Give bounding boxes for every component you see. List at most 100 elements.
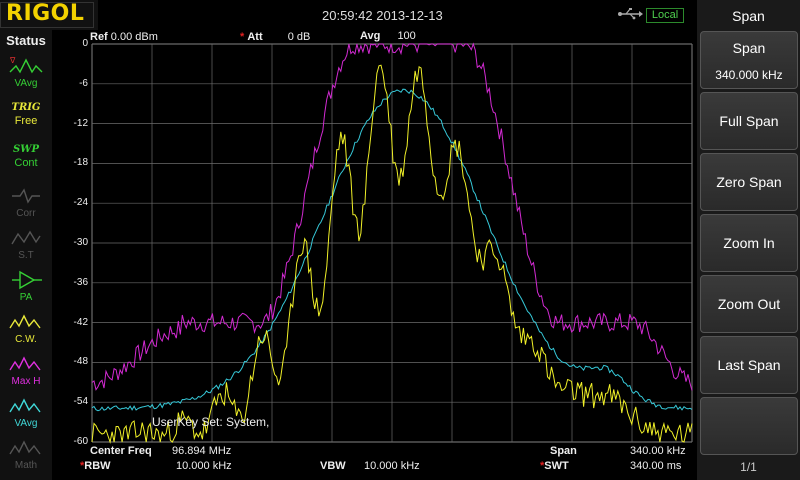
- rbw-flag-icon: *: [80, 460, 85, 472]
- zoom-in-button[interactable]: Zoom In: [700, 214, 798, 272]
- date-time: 20:59:42 2013-12-13: [322, 8, 443, 23]
- status-trig-title: TRIG: [11, 102, 41, 113]
- span-title: Span: [550, 445, 577, 457]
- center-freq-title: Center Freq: [90, 445, 152, 457]
- status-maxh-label: Max H: [11, 376, 41, 387]
- attenuation[interactable]: * Att 0 dB: [240, 31, 310, 43]
- math-icon: [9, 440, 41, 455]
- status-pa-label: PA: [19, 292, 33, 303]
- full-span-button[interactable]: Full Span: [700, 92, 798, 150]
- avg-value: 100: [397, 30, 416, 42]
- brand-logo: RIGOL: [0, 0, 98, 30]
- spectrum-display[interactable]: Ref 0.00 dBm * Att 0 dB Avg 100 0 -6 -12 -1…: [52, 30, 697, 480]
- y-tick-label: -24: [73, 197, 88, 209]
- avg-label: Avg: [360, 30, 381, 42]
- span-label[interactable]: Span: [550, 445, 577, 457]
- status-swp: SWP Cont: [4, 142, 48, 182]
- zero-span-button[interactable]: Zero Span: [700, 153, 798, 211]
- span-button[interactable]: Span 340.000 kHz: [700, 31, 798, 89]
- trace-max-hold: [91, 42, 693, 391]
- max-hold-icon: [9, 356, 41, 371]
- swt-value: 340.00 ms: [630, 460, 682, 472]
- status-swp-title: SWP: [13, 144, 39, 155]
- status-vavg2-label: VAvg: [14, 418, 38, 429]
- status-math-label: Math: [14, 460, 38, 471]
- vavg-trace-icon: ∇: [9, 56, 43, 74]
- status-corr: Corr: [4, 184, 48, 224]
- local-badge: Local: [646, 8, 684, 23]
- att-label: Att: [247, 31, 263, 43]
- zoom-out-button[interactable]: Zoom Out: [700, 275, 798, 333]
- last-span-button[interactable]: Last Span: [700, 336, 798, 394]
- y-tick-label: -18: [73, 157, 88, 169]
- rbw-title: RBW: [84, 460, 111, 472]
- swt-flag-icon: *: [540, 460, 545, 472]
- status-trig: TRIG Free: [4, 100, 48, 140]
- status-trig-mode: Free: [14, 115, 38, 127]
- status-math: Math: [4, 436, 48, 476]
- center-freq-label[interactable]: Center Freq: [90, 445, 152, 457]
- preamp-icon: [12, 270, 42, 290]
- swt-title: SWT: [544, 460, 569, 472]
- usb-icon: [618, 8, 643, 20]
- softkey-menu: Span Span 340.000 kHz Full Span Zero Spa…: [697, 0, 800, 480]
- y-tick-label: -36: [73, 276, 88, 288]
- brand-name: RIGOL: [6, 1, 85, 26]
- svg-text:∇: ∇: [9, 56, 16, 65]
- menu-page-indicator: 1/1: [740, 460, 757, 474]
- status-pa: PA: [4, 268, 48, 308]
- rbw-label[interactable]: *RBW: [80, 460, 111, 472]
- last-span-label: Last Span: [717, 357, 781, 373]
- status-title: Status: [6, 33, 46, 48]
- vbw-value: 10.000 kHz: [364, 460, 420, 472]
- y-tick-label: -30: [73, 237, 88, 248]
- att-flag-icon: *: [240, 31, 245, 43]
- blank-softkey[interactable]: [700, 397, 798, 455]
- trace-clear-write: [91, 64, 693, 444]
- grid-lines: [91, 43, 693, 443]
- status-corr-label: Corr: [16, 208, 36, 219]
- status-vavg: ∇ VAvg: [4, 54, 48, 94]
- y-tick-label: -54: [73, 396, 88, 408]
- vbw-title: VBW: [320, 460, 346, 472]
- top-status-bar: RIGOL 20:59:42 2013-12-13 Local: [0, 0, 697, 30]
- ref-level[interactable]: Ref 0.00 dBm: [90, 31, 158, 43]
- status-vavg2: VAvg: [4, 394, 48, 434]
- averaging[interactable]: Avg 100: [360, 30, 416, 42]
- menu-title: Span: [732, 8, 765, 24]
- status-swp-mode: Cont: [14, 157, 38, 169]
- corr-icon: [12, 188, 40, 204]
- userkey-status: UserKey Set: System,: [152, 415, 270, 429]
- status-maxh: Max H: [4, 352, 48, 392]
- y-tick-label: -48: [73, 356, 88, 368]
- average-icon: [9, 398, 41, 413]
- full-span-label: Full Span: [719, 113, 779, 129]
- y-tick-label: -60: [73, 436, 88, 447]
- status-st: S.T: [4, 226, 48, 266]
- span-value: 340.00 kHz: [630, 445, 686, 457]
- swt-label[interactable]: *SWT: [540, 460, 569, 472]
- ref-value: 0.00 dBm: [110, 31, 158, 43]
- y-tick-label: -42: [73, 316, 88, 328]
- rbw-value: 10.000 kHz: [176, 460, 232, 472]
- st-icon: [11, 230, 41, 245]
- span-button-value: 340.000 kHz: [715, 68, 783, 82]
- center-freq-value: 96.894 MHz: [172, 445, 232, 457]
- status-cw: C.W.: [4, 310, 48, 350]
- status-panel: Status ∇ VAvg TRIG Free SWP Cont Corr S.…: [0, 30, 52, 480]
- status-cw-label: C.W.: [15, 334, 37, 345]
- vbw-label[interactable]: VBW: [320, 460, 346, 472]
- y-tick-label: -12: [73, 117, 88, 129]
- att-value: 0 dB: [287, 31, 311, 43]
- zero-span-label: Zero Span: [716, 174, 782, 190]
- clear-write-icon: [9, 314, 41, 329]
- status-vavg-label: VAvg: [14, 78, 38, 89]
- span-button-label: Span: [732, 40, 766, 56]
- zoom-in-label: Zoom In: [723, 235, 775, 251]
- ref-label: Ref: [90, 31, 108, 43]
- status-st-label: S.T: [18, 250, 34, 261]
- zoom-out-label: Zoom Out: [717, 296, 781, 312]
- y-tick-label: -6: [79, 77, 88, 89]
- brand-logo-frame: [0, 2, 94, 28]
- spectrum-graticule: [91, 42, 693, 444]
